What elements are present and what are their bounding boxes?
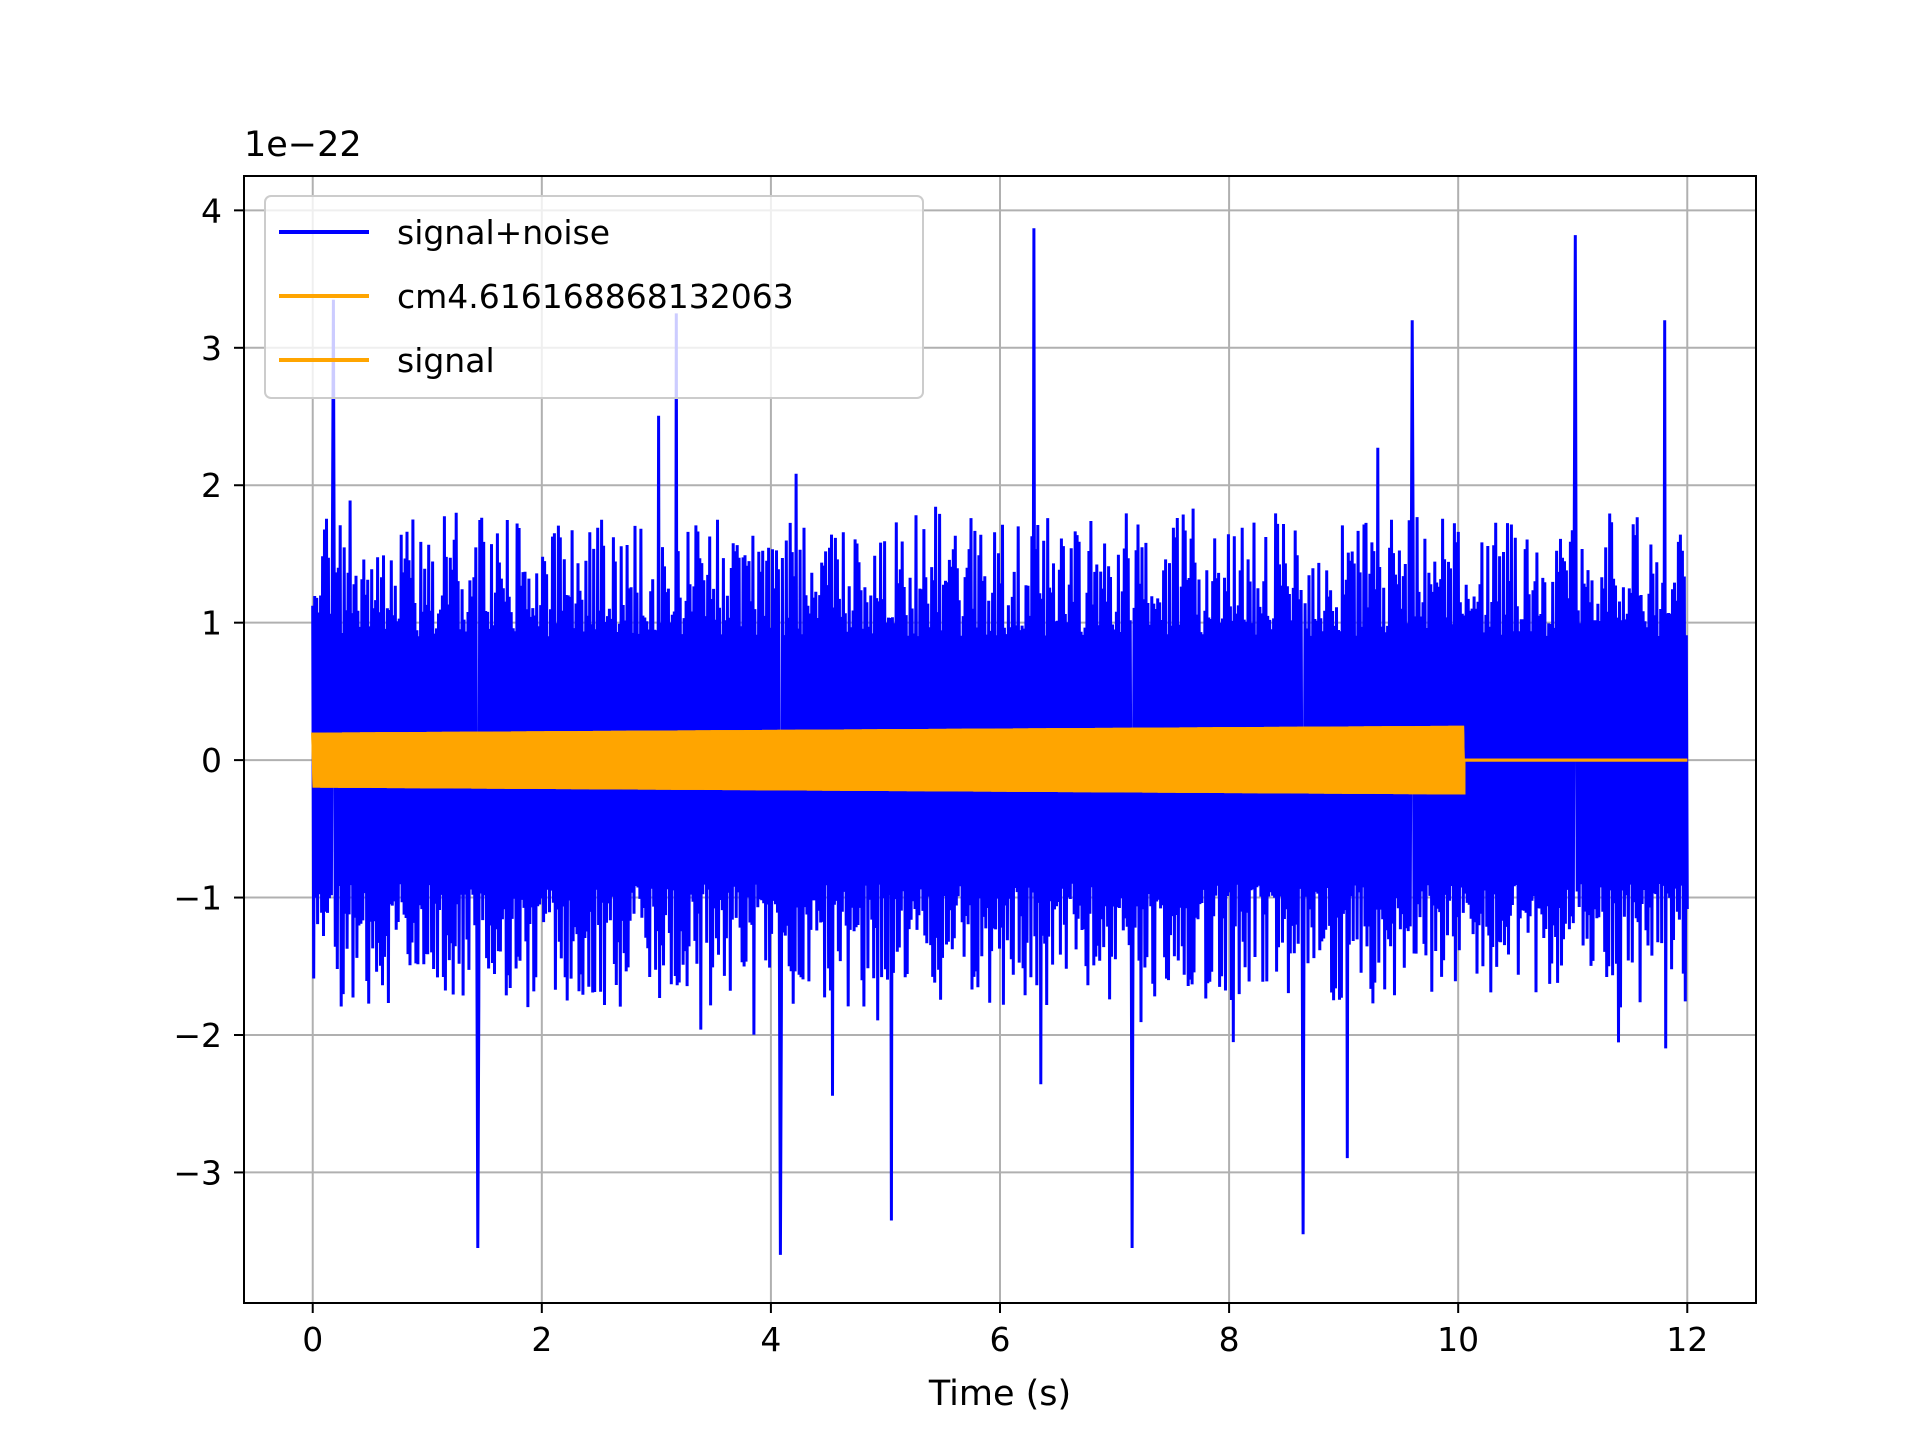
y-tick-label-5: 2	[201, 466, 222, 505]
legend-label-0: signal+noise	[397, 213, 610, 252]
x-tick-label-0: 0	[302, 1320, 323, 1359]
x-tick-label-2: 4	[760, 1320, 781, 1359]
x-tick-label-4: 8	[1219, 1320, 1240, 1359]
series-layer	[311, 228, 1689, 1255]
y-tick-label-1: −2	[173, 1016, 222, 1055]
x-tick-label-3: 6	[990, 1320, 1011, 1359]
y-tick-label-3: 0	[201, 741, 222, 780]
y-tick-label-6: 3	[201, 329, 222, 368]
y-tick-label-2: −1	[173, 879, 222, 918]
y-tick-label-4: 1	[201, 604, 222, 643]
legend: signal+noise cm4.616168868132063 signal	[264, 195, 924, 399]
y-offset-label: 1e−22	[244, 125, 362, 165]
x-tick-label-1: 2	[531, 1320, 552, 1359]
x-tick-label-6: 12	[1666, 1320, 1708, 1359]
legend-label-2: signal	[397, 341, 495, 380]
y-tick-label-0: −3	[173, 1153, 222, 1192]
x-axis-label: Time (s)	[928, 1374, 1071, 1414]
y-tick-label-7: 4	[201, 191, 222, 230]
series-signal-line	[311, 725, 1688, 795]
legend-box	[264, 195, 924, 399]
x-tick-label-5: 10	[1437, 1320, 1479, 1359]
legend-label-1: cm4.616168868132063	[397, 277, 794, 316]
